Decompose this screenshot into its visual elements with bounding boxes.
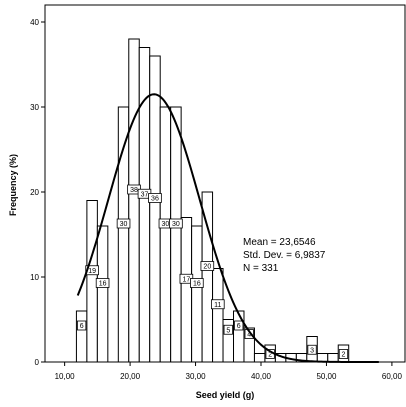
y-tick-label: 10 [30, 273, 39, 282]
bar-label-box [95, 278, 110, 288]
bar-data-label: 4 [247, 332, 251, 339]
bar-data-label: 16 [99, 281, 107, 288]
bar-data-label: 6 [80, 323, 84, 330]
stats-mean: Mean = 23,6546 [243, 237, 316, 248]
x-tick-label: 40,00 [251, 372, 272, 381]
histogram-bar [201, 191, 214, 363]
x-tick-label: 30,00 [186, 372, 207, 381]
y-axis-title: Frequency (%) [8, 154, 18, 216]
histogram-bars [75, 38, 350, 363]
histogram-bar [253, 353, 266, 363]
histogram-bar [96, 225, 109, 363]
y-axis-ticks: 0 10 20 30 40 [30, 18, 45, 367]
histogram-bar [327, 353, 339, 363]
histogram-bar [159, 106, 172, 363]
bar-data-label: 5 [226, 327, 230, 334]
histogram-bar [75, 310, 88, 363]
histogram-bar [86, 200, 98, 363]
bar-data-label: 6 [237, 323, 241, 330]
bar-label-box [85, 265, 99, 276]
bar-data-label: 3 [310, 347, 314, 354]
bar-label-box [190, 278, 204, 288]
bar-data-label: 2 [268, 352, 272, 359]
x-axis-ticks: 10,00 20,00 30,00 40,00 50,00 60,00 [55, 362, 403, 381]
bar-data-label: 38 [130, 187, 138, 194]
bar-label-box [234, 320, 244, 331]
bar-data-label: 2 [342, 352, 346, 359]
bar-label-box [223, 324, 233, 335]
stats-std-dev: Std. Dev. = 6,9837 [243, 250, 326, 261]
bar-label-box [307, 344, 317, 355]
histogram-bar [212, 268, 224, 363]
x-tick-label: 60,00 [382, 372, 403, 381]
bar-data-label: 30 [172, 221, 180, 228]
bar-data-label: 37 [141, 191, 149, 198]
bar-data-label: 30 [120, 221, 128, 228]
x-axis-title: Seed yield (g) [196, 390, 255, 400]
bar-label-box [244, 329, 254, 339]
bar-label-box [210, 299, 225, 310]
histogram-bar [243, 327, 255, 363]
y-tick-label: 20 [30, 188, 39, 197]
histogram-bar [180, 217, 193, 363]
bar-data-label: 19 [88, 268, 96, 275]
histogram-bar [233, 310, 245, 363]
x-tick-label: 50,00 [316, 372, 337, 381]
bar-data-label: 36 [151, 196, 159, 203]
normal-curve [76, 93, 379, 363]
y-tick-label: 0 [35, 358, 40, 367]
bar-data-label: 11 [214, 302, 221, 309]
bar-label-box [200, 261, 215, 271]
x-tick-label: 10,00 [55, 372, 76, 381]
bar-label-box [338, 349, 349, 359]
histogram-bar [170, 106, 182, 363]
x-tick-label: 20,00 [120, 372, 141, 381]
stats-box: Mean = 23,6546 Std. Dev. = 6,9837 N = 33… [243, 237, 326, 274]
histogram-bar [149, 55, 161, 363]
y-tick-label: 30 [30, 103, 39, 112]
histogram-bar [138, 47, 151, 363]
bar-label-box [116, 218, 131, 229]
bar-data-label: 16 [193, 281, 201, 288]
bar-data-label: 30 [162, 221, 170, 228]
bar-data-label: 20 [203, 264, 211, 271]
bar-label-box [148, 193, 162, 203]
bar-data-label: 17 [182, 276, 190, 283]
histogram-bar [128, 38, 140, 363]
stats-n: N = 331 [243, 263, 279, 274]
bar-label-box [77, 320, 87, 331]
y-tick-label: 40 [30, 18, 39, 27]
histogram-bar [191, 225, 203, 363]
bar-label-box [169, 218, 183, 229]
